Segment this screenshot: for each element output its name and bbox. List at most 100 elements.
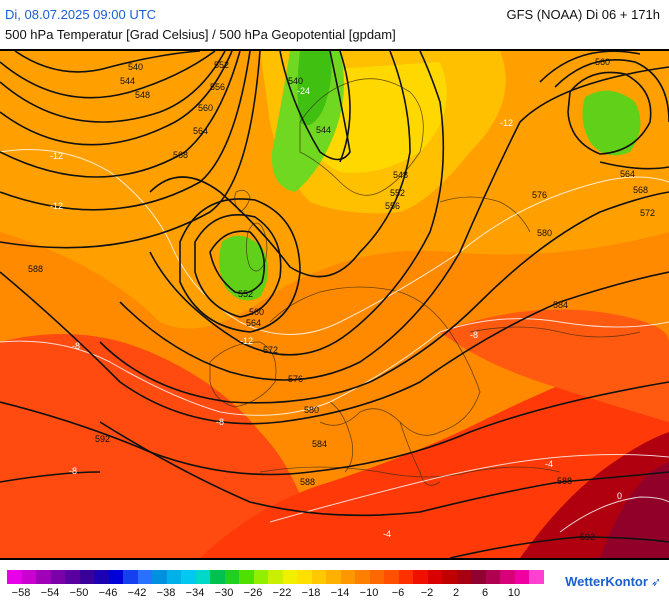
weather-map: 540 544 548 552 556 560 564 568 540 544 …: [0, 49, 669, 560]
legend-swatch: [427, 570, 442, 584]
cold-pool-north-core: [297, 51, 332, 126]
z-label: 560: [249, 307, 264, 317]
legend-tick-label: −26: [243, 587, 263, 599]
z-label: 564: [193, 126, 208, 136]
z-label: 564: [246, 318, 261, 328]
legend-swatch: [355, 570, 370, 584]
legend-swatch: [311, 570, 326, 584]
model-run: GFS (NOAA) Di 06 + 171h: [506, 7, 660, 22]
t-label: -4: [383, 529, 391, 539]
t-label: -4: [545, 459, 553, 469]
z-label: 584: [312, 439, 327, 449]
wetterkontor-logo[interactable]: WetterKontor ➶: [565, 574, 661, 589]
legend-tick-label: −34: [185, 587, 205, 599]
z-label: 552: [238, 289, 253, 299]
z-label: 592: [95, 434, 110, 444]
z-label: 556: [385, 201, 400, 211]
legend-tick-label: −2: [420, 587, 434, 599]
legend-swatch: [326, 570, 341, 584]
legend-swatch: [253, 570, 268, 584]
legend-swatch: [471, 570, 486, 584]
legend-swatch: [297, 570, 312, 584]
z-label: 544: [120, 76, 135, 86]
forecast-datetime: Di, 08.07.2025 09:00 UTC: [5, 7, 157, 22]
legend-tick-label: −6: [391, 587, 405, 599]
temp-field-red-sw: [0, 334, 320, 558]
legend-tick-label: −50: [69, 587, 89, 599]
legend-swatch: [36, 570, 51, 584]
legend-ticks: −58 −54 −50 −46 −42 −38 −34 −30 −26 −22 −18 −14 −10−…: [7, 587, 547, 601]
legend-swatch: [268, 570, 283, 584]
legend-swatch: [166, 570, 181, 584]
t-label: -8: [69, 466, 77, 476]
legend-swatch: [485, 570, 500, 584]
t-label: -24: [297, 86, 310, 96]
z-label: 588: [300, 477, 315, 487]
z-label: 584: [553, 300, 568, 310]
z-label: 580: [304, 405, 319, 415]
isotherms: [0, 149, 669, 533]
legend-swatch: [398, 570, 413, 584]
legend-swatch: [384, 570, 399, 584]
t-label: 0: [617, 491, 622, 501]
geopotential-labels: 540 544 548 552 556 560 564 568 540 544 …: [28, 57, 655, 542]
legend-swatch: [181, 570, 196, 584]
legend-swatch: [94, 570, 109, 584]
z-label: 556: [210, 82, 225, 92]
legend-swatch: [224, 570, 239, 584]
z-label: 544: [316, 125, 331, 135]
legend-tick-label: −18: [301, 587, 321, 599]
isotherm-labels: -24 -12 -12 -12 -12 -8 -8 -8 -8 -4 -4 0: [50, 86, 622, 539]
legend-swatch: [21, 570, 36, 584]
cold-pool-biscay: [219, 235, 269, 301]
z-label: 560: [198, 103, 213, 113]
z-label: 588: [557, 476, 572, 486]
legend-tick-label: −10: [359, 587, 379, 599]
wind-arrow-icon: ➶: [650, 574, 661, 589]
legend-tick-label: −42: [127, 587, 147, 599]
z-label: 588: [28, 264, 43, 274]
z-label: 548: [393, 170, 408, 180]
t-label: -12: [500, 118, 513, 128]
z-label: 548: [135, 90, 150, 100]
legend-swatch: [369, 570, 384, 584]
t-label: -8: [470, 330, 478, 340]
legend-swatch: [123, 570, 138, 584]
legend-swatch: [79, 570, 94, 584]
legend-tick-label: −38: [156, 587, 176, 599]
parameter-title: 500 hPa Temperatur [Grad Celsius] / 500 …: [5, 27, 396, 42]
z-label: 576: [532, 190, 547, 200]
legend-swatch: [210, 570, 225, 584]
legend-swatch: [340, 570, 355, 584]
map-canvas: 540 544 548 552 556 560 564 568 540 544 …: [0, 51, 669, 558]
legend-swatch: [239, 570, 254, 584]
z-label: 560: [595, 57, 610, 67]
z-label: 576: [288, 374, 303, 384]
z-label: 568: [633, 185, 648, 195]
legend-swatch: [456, 570, 471, 584]
legend-swatch: [442, 570, 457, 584]
t-label: -12: [50, 151, 63, 161]
legend-swatch: [50, 570, 65, 584]
legend-swatch: [195, 570, 210, 584]
coastlines: [209, 78, 641, 486]
legend-swatch: [529, 570, 544, 584]
geopotential-contours: [0, 51, 669, 558]
legend-tick-label: −22: [272, 587, 292, 599]
legend-tick-label: 10: [507, 587, 521, 599]
legend-color-bar: [7, 570, 544, 584]
z-label: 552: [390, 188, 405, 198]
z-label: 564: [620, 169, 635, 179]
t-label: -8: [72, 341, 80, 351]
z-label: 592: [580, 532, 595, 542]
temp-field-red-s: [200, 342, 669, 558]
legend-swatch: [65, 570, 80, 584]
legend-tick-label: −54: [40, 587, 60, 599]
t-label: -12: [240, 336, 253, 346]
legend-swatch: [7, 570, 22, 584]
logo-text: WetterKontor: [565, 574, 648, 589]
cold-pool-east: [582, 90, 641, 156]
legend-tick-label: −30: [214, 587, 234, 599]
legend-tick-label: −58: [11, 587, 31, 599]
legend-swatch: [500, 570, 515, 584]
